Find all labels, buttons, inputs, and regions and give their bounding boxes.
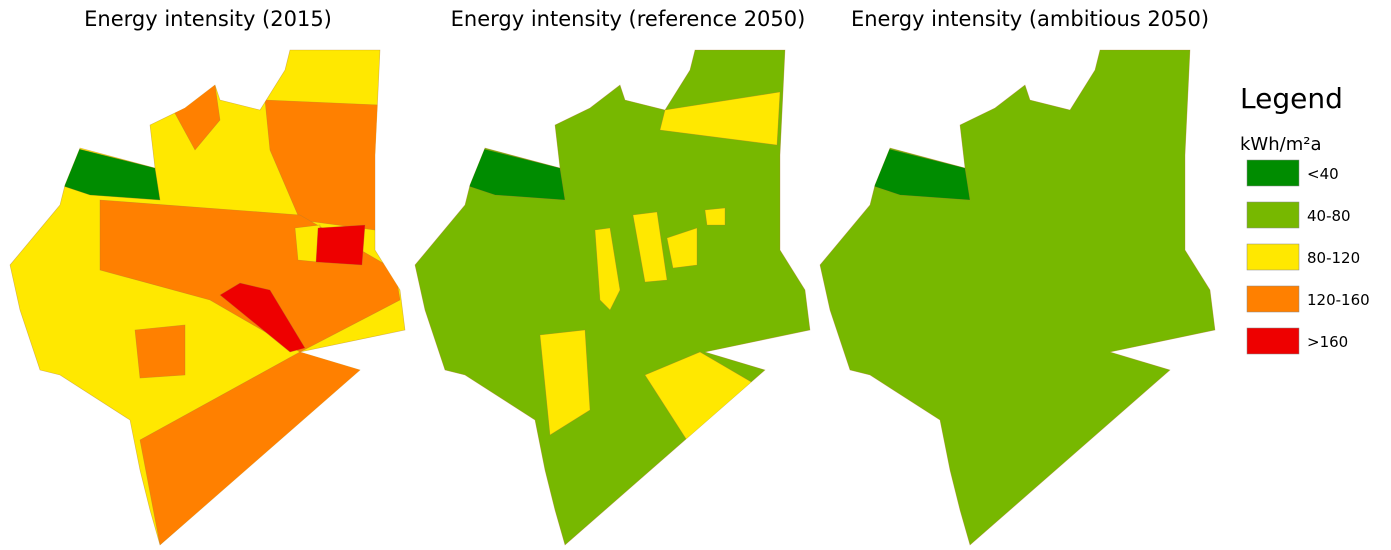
legend-label: 40-80: [1307, 207, 1351, 225]
legend: Legend kWh/m²a <40 40-80 80-120 120-160 >160: [1240, 82, 1370, 355]
map-title: Energy intensity (2015): [84, 7, 332, 31]
legend-label: >160: [1307, 333, 1348, 351]
map-title: Energy intensity (ambitious 2050): [851, 7, 1209, 31]
legend-label: 120-160: [1307, 291, 1370, 309]
legend-swatch: [1246, 243, 1300, 271]
map: [9, 49, 406, 546]
region: [632, 211, 668, 283]
region: [539, 329, 591, 436]
legend-swatch: [1246, 201, 1300, 229]
legend-label: <40: [1307, 165, 1339, 183]
region: [219, 282, 306, 353]
region: [666, 227, 698, 269]
legend-swatch: [1246, 159, 1300, 187]
region: [819, 49, 1216, 546]
legend-unit: kWh/m²a: [1240, 134, 1321, 155]
map: [414, 49, 811, 546]
legend-label: 80-120: [1307, 249, 1360, 267]
legend-swatch: [1246, 327, 1300, 355]
region: [659, 91, 781, 146]
region: [594, 227, 621, 311]
region: [315, 224, 366, 266]
map: [819, 49, 1216, 546]
legend-swatch: [1246, 285, 1300, 313]
region: [134, 324, 186, 379]
region: [704, 207, 726, 226]
region: [264, 99, 381, 231]
legend-heading: Legend: [1240, 82, 1343, 115]
map-title: Energy intensity (reference 2050): [451, 7, 806, 31]
